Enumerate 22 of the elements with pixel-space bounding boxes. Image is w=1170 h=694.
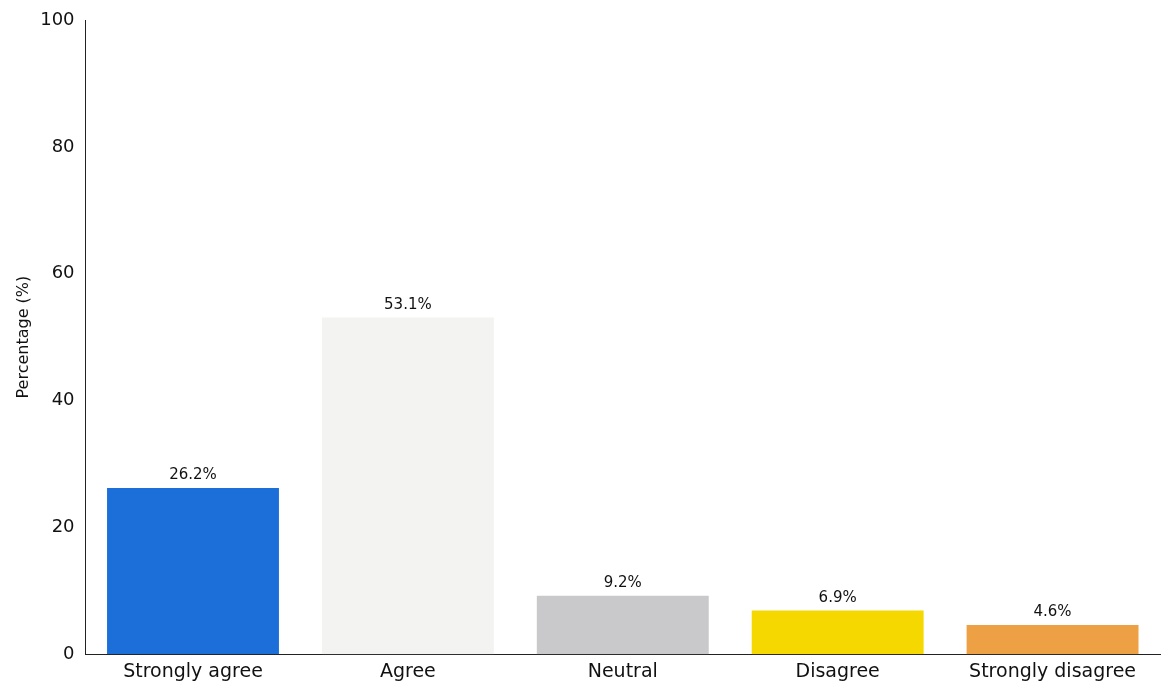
- x-tick-label: Disagree: [795, 658, 880, 681]
- data-label: 6.9%: [818, 587, 857, 606]
- data-label: 9.2%: [603, 573, 642, 592]
- data-label: 53.1%: [384, 294, 432, 313]
- y-axis-title: Percentage (%): [12, 275, 32, 399]
- y-tick-label: 60: [51, 261, 75, 283]
- x-tick-label: Strongly agree: [123, 658, 263, 681]
- bar: [751, 610, 924, 655]
- bar: [107, 488, 279, 655]
- y-tick-label: 20: [51, 515, 75, 537]
- y-tick-label: 0: [63, 641, 75, 663]
- y-tick-label: 40: [51, 388, 75, 410]
- data-label: 4.6%: [1033, 602, 1072, 621]
- x-tick-label: Agree: [379, 658, 436, 681]
- y-tick-label: 100: [40, 7, 75, 29]
- data-label: 26.2%: [169, 465, 217, 484]
- bar: [536, 595, 709, 655]
- x-tick-label: Neutral: [587, 658, 658, 681]
- x-tick-label: Strongly disagree: [969, 658, 1137, 681]
- bar: [966, 625, 1139, 655]
- y-tick-label: 80: [51, 134, 75, 156]
- bar: [321, 317, 494, 655]
